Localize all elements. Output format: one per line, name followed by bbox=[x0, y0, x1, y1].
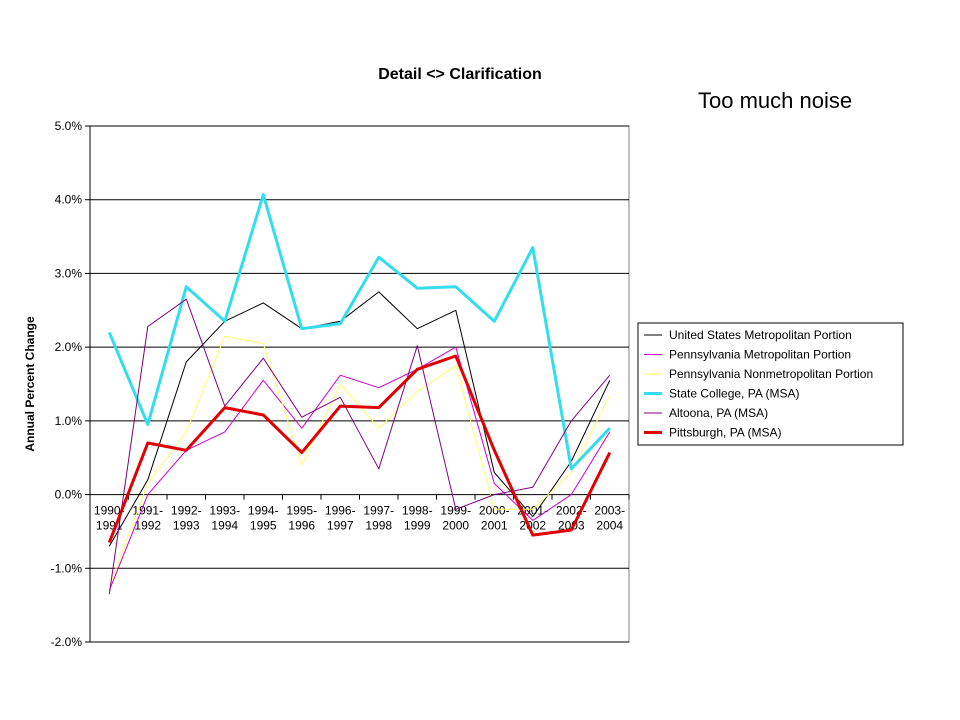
y-axis-title: Annual Percent Change bbox=[23, 316, 37, 452]
x-tick-label: 1991-1992 bbox=[132, 504, 163, 533]
y-tick-label: 4.0% bbox=[55, 193, 83, 207]
x-tick-label: 1994-1995 bbox=[248, 504, 279, 533]
series-line bbox=[107, 193, 611, 471]
x-axis: 1990-19911991-19921992-19931993-19941994… bbox=[89, 494, 630, 533]
legend-label: Altoona, PA (MSA) bbox=[669, 406, 768, 420]
series-line bbox=[108, 346, 611, 591]
y-tick-label: 0.0% bbox=[55, 488, 83, 502]
x-tick-label: 2000-2001 bbox=[479, 504, 510, 533]
x-tick-label: 1999-2000 bbox=[440, 504, 471, 533]
series-lines bbox=[107, 193, 612, 595]
legend-box bbox=[637, 322, 904, 446]
y-tick-label: 3.0% bbox=[55, 266, 83, 280]
series-line bbox=[108, 298, 611, 595]
y-tick-label: 1.0% bbox=[55, 414, 83, 428]
x-tick-label: 1998-1999 bbox=[402, 504, 433, 533]
y-tick-label: -1.0% bbox=[51, 561, 83, 575]
legend-label: State College, PA (MSA) bbox=[669, 387, 800, 401]
legend-label: United States Metropolitan Portion bbox=[669, 328, 852, 342]
legend-label: Pittsburgh, PA (MSA) bbox=[669, 426, 781, 440]
x-tick-label: 1996-1997 bbox=[325, 504, 356, 533]
x-tick-label: 1997-1998 bbox=[363, 504, 394, 533]
plot-area bbox=[89, 125, 630, 643]
x-tick-label: 1993-1994 bbox=[209, 504, 240, 533]
y-tick-label: -2.0% bbox=[51, 635, 83, 649]
y-axis: -2.0% -1.0% 0.0% 1.0% 2.0% 3.0% 4.0% 5.0% bbox=[51, 119, 91, 649]
legend: United States Metropolitan Portion Pennsy… bbox=[637, 322, 904, 446]
side-note: Too much noise bbox=[698, 88, 853, 113]
x-tick-label: 2003-2004 bbox=[594, 504, 625, 533]
y-tick-label: 2.0% bbox=[55, 340, 83, 354]
series-line bbox=[107, 354, 612, 544]
grid-lines bbox=[90, 125, 629, 643]
y-tick-label: 5.0% bbox=[55, 119, 83, 133]
x-tick-label: 1995-1996 bbox=[286, 504, 317, 533]
legend-label: Pennsylvania Metropolitan Portion bbox=[669, 348, 851, 362]
x-tick-label: 1992-1993 bbox=[171, 504, 202, 533]
chart-title: Detail <> Clarification bbox=[378, 66, 542, 83]
legend-label: Pennsylvania Nonmetropolitan Portion bbox=[669, 367, 873, 381]
